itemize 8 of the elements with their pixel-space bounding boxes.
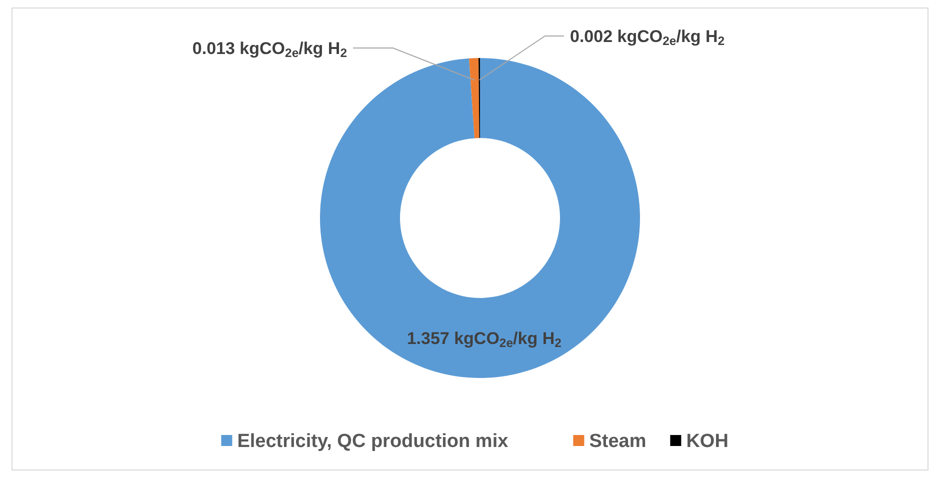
donut-slice [469, 58, 480, 138]
data-label: 0.002 kgCO$_{2e}$/kg H$_{2}$ [570, 27, 725, 48]
data-label: 1.357 kgCO$_{2e}$/kg H$_{2}$ [406, 328, 562, 350]
data-label: 0.013 kgCO$_{2e}$/kg H$_{2}$ [192, 39, 348, 60]
legend-label: Steam [589, 431, 646, 452]
legend-label: Electricity, QC production mix [237, 431, 509, 452]
donut-slice [320, 58, 640, 378]
legend-label: KOH [686, 431, 728, 452]
